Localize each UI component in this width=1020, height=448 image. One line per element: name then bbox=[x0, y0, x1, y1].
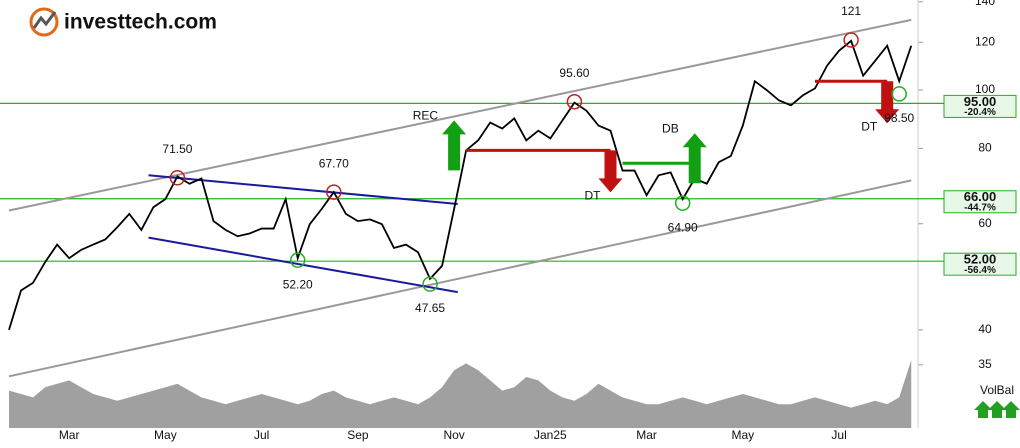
extreme-circle bbox=[289, 252, 306, 268]
extreme-circle bbox=[843, 32, 859, 48]
y-tick-label: 80 bbox=[978, 141, 992, 155]
x-tick-label: Mar bbox=[636, 428, 657, 442]
extreme-circle bbox=[326, 184, 342, 200]
volbal-icons bbox=[974, 401, 1020, 418]
x-tick-label: Sep bbox=[347, 428, 369, 442]
x-tick-label: Jan25 bbox=[534, 428, 567, 442]
logo-text: investtech.com bbox=[64, 11, 217, 34]
signal-label: REC bbox=[413, 109, 439, 123]
extreme-circle bbox=[169, 170, 186, 186]
level-label: 95.00 bbox=[964, 94, 997, 109]
signal-arrow bbox=[442, 120, 467, 171]
extreme-circle bbox=[566, 93, 583, 110]
extreme-circle bbox=[891, 86, 907, 102]
extreme-label: 47.65 bbox=[415, 301, 445, 315]
level-label: 52.00 bbox=[964, 252, 997, 267]
x-tick-label: Jul bbox=[254, 428, 269, 442]
level-change: -44.7% bbox=[964, 202, 996, 213]
x-tick-label: May bbox=[154, 428, 177, 442]
signal-label: DT bbox=[861, 119, 878, 133]
logo: investtech.com bbox=[29, 7, 217, 37]
volume-area bbox=[9, 360, 912, 428]
extreme-circle bbox=[674, 195, 691, 211]
y-tick-label: 120 bbox=[975, 34, 995, 48]
y-tick-label: 140 bbox=[975, 0, 995, 8]
logo-icon bbox=[29, 7, 59, 37]
y-tick-label: 35 bbox=[978, 357, 992, 371]
extreme-label: 98.50 bbox=[884, 111, 914, 125]
level-box bbox=[943, 190, 1017, 214]
price-line bbox=[8, 39, 913, 331]
extreme-label: 67.70 bbox=[319, 156, 349, 170]
signal-label: DB bbox=[662, 121, 679, 135]
trend-line bbox=[8, 18, 912, 212]
level-label: 66.00 bbox=[964, 189, 997, 204]
level-change: -56.4% bbox=[964, 265, 996, 276]
extreme-label: 71.50 bbox=[162, 142, 192, 156]
logo-arrow bbox=[32, 11, 57, 29]
x-tick-label: May bbox=[731, 428, 754, 442]
extreme-circle bbox=[422, 276, 438, 292]
volbal-arrow bbox=[1002, 401, 1020, 418]
trend-line bbox=[8, 179, 912, 378]
extreme-label: 52.20 bbox=[283, 277, 313, 291]
x-tick-label: Nov bbox=[443, 428, 464, 442]
volbal-arrow bbox=[974, 401, 992, 418]
extreme-label: 64.90 bbox=[668, 220, 698, 234]
y-tick-label: 40 bbox=[978, 322, 992, 336]
volbal-arrow bbox=[988, 401, 1006, 418]
signal-arrow bbox=[598, 150, 623, 193]
x-tick-label: Mar bbox=[59, 428, 80, 442]
extreme-label: 121 bbox=[841, 4, 861, 18]
extreme-label: 95.60 bbox=[559, 66, 589, 80]
level-box bbox=[943, 94, 1017, 118]
signal-label: DT bbox=[585, 189, 602, 203]
signal-arrow bbox=[682, 133, 707, 184]
level-change: -20.4% bbox=[964, 107, 996, 118]
y-tick-label: 100 bbox=[975, 82, 995, 96]
volbal-label: VolBal bbox=[980, 383, 1014, 397]
y-tick-label: 60 bbox=[978, 216, 992, 230]
x-tick-label: Jul bbox=[831, 428, 846, 442]
level-box bbox=[943, 252, 1017, 276]
